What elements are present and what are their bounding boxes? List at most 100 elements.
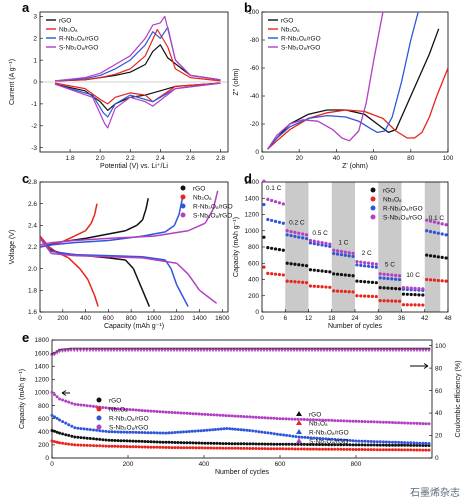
rate-point [378,286,382,290]
capacity-marker [236,442,240,446]
rate-point [432,278,437,282]
capacity-marker [219,427,223,431]
ce-marker [346,349,350,353]
capacity-marker [193,429,197,433]
rate-point [413,293,417,297]
x-tick-label: 36 [398,315,406,322]
capacity-marker [185,430,188,434]
gcd-segment [87,279,96,297]
capacity-marker [146,409,150,413]
rate-band [285,182,309,312]
rate-point [324,269,328,274]
rate-band [424,182,441,312]
rate-point [421,303,425,307]
capacity-marker [76,403,80,407]
capacity-marker [406,443,410,447]
legend-label: R-Nb₃O₈/rGO [309,429,349,436]
ce-marker [406,349,410,353]
y-tick-label: -80 [250,37,260,44]
capacity-marker [110,406,114,410]
ce-marker [157,349,161,353]
x-tick-label: 18 [328,315,336,322]
rate-point [425,277,429,282]
capacity-marker [260,430,264,434]
capacity-marker [375,420,379,424]
capacity-marker [152,445,156,449]
gcd-segment [51,241,75,246]
gcd-segment [132,268,139,280]
capacity-marker [372,440,376,444]
rate-point [428,219,433,223]
rate-point [266,217,270,222]
ce-marker [352,349,356,353]
y-tick-label: 2.2 [28,244,37,251]
rate-label: 0.2 C [289,219,305,226]
gcd-segment [142,257,177,264]
capacity-marker [412,441,416,445]
ce-marker [217,349,221,353]
gcd-segment [74,239,109,244]
rate-point [285,261,289,265]
rate-point [332,289,336,293]
capacity-marker [345,419,349,423]
rate-point [359,279,363,284]
x-tick-label: 2.4 [156,155,165,162]
rate-point [335,289,340,293]
x-tick-label: 1200 [169,315,184,322]
rate-point [332,248,336,252]
rate-point [324,241,328,245]
capacity-marker [218,446,222,450]
gcd-segment [79,268,89,280]
capacity-marker [306,436,310,440]
gcd-segment [199,289,212,300]
rate-point [285,233,289,237]
capacity-marker [254,442,258,446]
capacity-marker [384,443,388,447]
watermark-text: 石墨烯杂志 [410,486,460,499]
capacity-marker [88,428,92,432]
capacity-marker [275,432,279,436]
capacity-marker [50,390,54,394]
capacity-marker [155,410,159,413]
capacity-marker [143,409,147,413]
capacity-marker [215,441,219,445]
capacity-marker [412,448,416,452]
capacity-marker [125,407,129,411]
capacity-marker [116,444,120,448]
ce-marker [337,349,341,353]
capacity-marker [146,445,150,449]
capacity-marker [400,441,404,444]
capacity-marker [167,431,171,435]
rate-point [397,274,402,278]
ce-marker [205,349,209,353]
gcd-segment [124,259,134,270]
y-tick-label: 2.8 [28,179,37,186]
y-tick-label: 2.6 [28,201,37,208]
capacity-marker [140,431,144,434]
capacity-marker [143,440,147,443]
capacity-marker [351,448,355,451]
rate-point [382,272,386,276]
capacity-marker [327,447,331,451]
ce-marker [121,349,125,353]
rate-point [355,279,359,283]
legend-label: rGO [109,397,121,404]
ce-marker [418,349,422,353]
legend-label: rGO [281,17,293,24]
legend-marker [370,187,376,193]
ce-marker [268,349,272,353]
capacity-marker [101,444,105,448]
capacity-marker [378,443,382,447]
capacity-marker [53,393,56,397]
legend-marker [96,424,102,430]
rate-point [359,260,363,264]
ce-marker [75,349,79,353]
capacity-marker [245,442,249,446]
ce-marker [397,349,401,353]
x-tick-label: 400 [199,461,210,468]
capacity-marker [101,429,105,433]
right-axis-arrow [410,363,429,369]
capacity-marker [418,448,422,452]
capacity-marker [104,438,108,442]
ce-marker [187,349,191,353]
